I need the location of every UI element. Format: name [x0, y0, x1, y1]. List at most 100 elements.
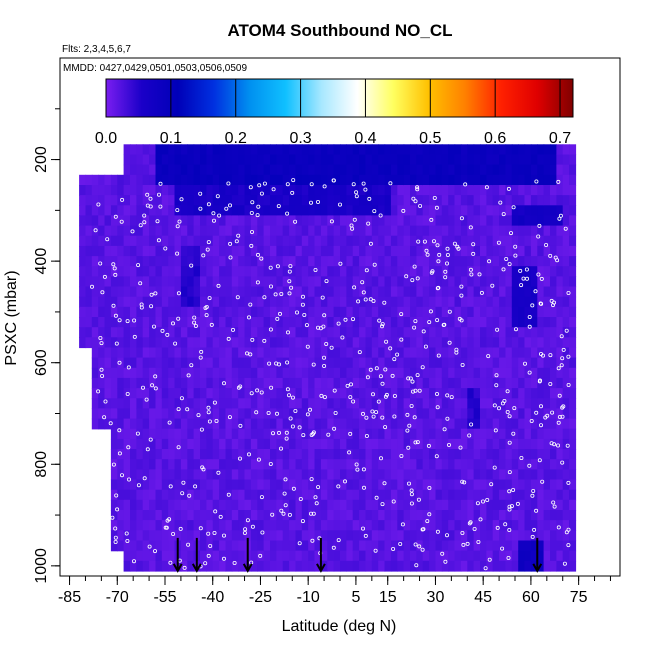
field-cell	[250, 560, 258, 572]
field-cell	[524, 377, 532, 389]
field-cell	[499, 195, 507, 206]
field-cell	[91, 357, 99, 369]
field-cell	[384, 469, 392, 481]
field-cell	[174, 499, 182, 511]
field-cell	[530, 317, 538, 328]
field-cell	[79, 245, 87, 257]
field-cell	[314, 499, 322, 511]
field-cell	[168, 215, 176, 227]
field-cell	[276, 296, 284, 308]
y-tick-label: 400	[33, 248, 50, 275]
field-cell	[238, 185, 246, 196]
field-cell	[403, 540, 411, 552]
field-cell	[212, 449, 220, 460]
field-cell	[511, 540, 519, 552]
sample-point	[401, 208, 406, 213]
field-cell	[371, 357, 379, 369]
field-cell	[314, 337, 322, 349]
field-cell	[562, 408, 570, 420]
sample-point	[149, 292, 154, 297]
field-cell	[416, 164, 424, 176]
field-cell	[168, 367, 176, 379]
sample-point	[413, 542, 418, 547]
field-cell	[130, 489, 137, 501]
sample-point	[249, 243, 254, 248]
sample-point	[217, 213, 222, 218]
field-cell	[219, 560, 227, 572]
sample-point	[168, 484, 173, 489]
field-cell	[123, 256, 131, 267]
field-cell	[448, 510, 456, 521]
field-cell	[537, 195, 545, 206]
field-cell	[397, 235, 405, 247]
field-cell	[244, 245, 252, 257]
field-cell	[486, 276, 494, 288]
field-cell	[149, 499, 157, 511]
sample-point	[423, 344, 428, 349]
field-cell	[212, 306, 220, 318]
field-cell	[282, 479, 290, 491]
field-cell	[346, 337, 354, 349]
sample-point	[469, 272, 474, 277]
field-cell	[193, 449, 201, 460]
field-cell	[333, 489, 341, 501]
field-cell	[499, 235, 507, 247]
sample-point	[340, 335, 345, 340]
field-cell	[219, 317, 227, 328]
field-cell	[397, 357, 405, 369]
field-cell	[117, 367, 125, 379]
field-cell	[492, 469, 500, 481]
sample-point	[551, 500, 556, 505]
field-cell	[206, 449, 214, 460]
field-cell	[422, 530, 430, 542]
sample-point	[234, 239, 239, 244]
field-cell	[569, 327, 577, 338]
field-cell	[174, 256, 182, 267]
field-cell	[473, 256, 481, 267]
sample-point	[135, 431, 140, 436]
field-cell	[200, 438, 207, 450]
field-cell	[206, 560, 214, 572]
field-cell	[314, 174, 322, 186]
field-cell	[340, 489, 347, 501]
field-cell	[441, 428, 449, 440]
field-cell	[174, 489, 182, 501]
field-cell	[301, 530, 309, 542]
field-cell	[168, 286, 176, 298]
field-cell	[104, 256, 112, 267]
field-cell	[480, 479, 487, 491]
field-cell	[403, 388, 411, 399]
sample-point	[285, 387, 290, 392]
field-cell	[441, 510, 449, 521]
field-cell	[142, 499, 150, 511]
field-cell	[518, 317, 526, 328]
sample-point	[539, 301, 544, 306]
field-cell	[238, 510, 246, 521]
sample-point	[379, 324, 384, 329]
sample-point	[151, 324, 156, 329]
field-cell	[219, 357, 227, 369]
field-cell	[441, 469, 449, 481]
field-cell	[480, 215, 487, 227]
field-cell	[238, 174, 246, 186]
field-cell	[327, 428, 335, 440]
field-cell	[524, 215, 532, 227]
field-cell	[429, 438, 437, 450]
field-cell	[130, 256, 137, 267]
field-cell	[371, 388, 379, 399]
field-cell	[480, 530, 487, 542]
field-cell	[200, 408, 207, 420]
field-cell	[384, 256, 392, 267]
field-cell	[454, 459, 462, 470]
x-tick-label: 75	[570, 589, 588, 606]
field-cell	[333, 266, 341, 277]
field-cell	[537, 225, 545, 237]
field-cell	[200, 428, 207, 440]
sample-point	[354, 194, 359, 199]
sample-point	[286, 393, 291, 398]
field-cell	[212, 438, 220, 450]
field-cell	[219, 164, 227, 176]
sample-point	[322, 313, 327, 318]
field-cell	[371, 195, 379, 206]
field-cell	[441, 296, 449, 308]
